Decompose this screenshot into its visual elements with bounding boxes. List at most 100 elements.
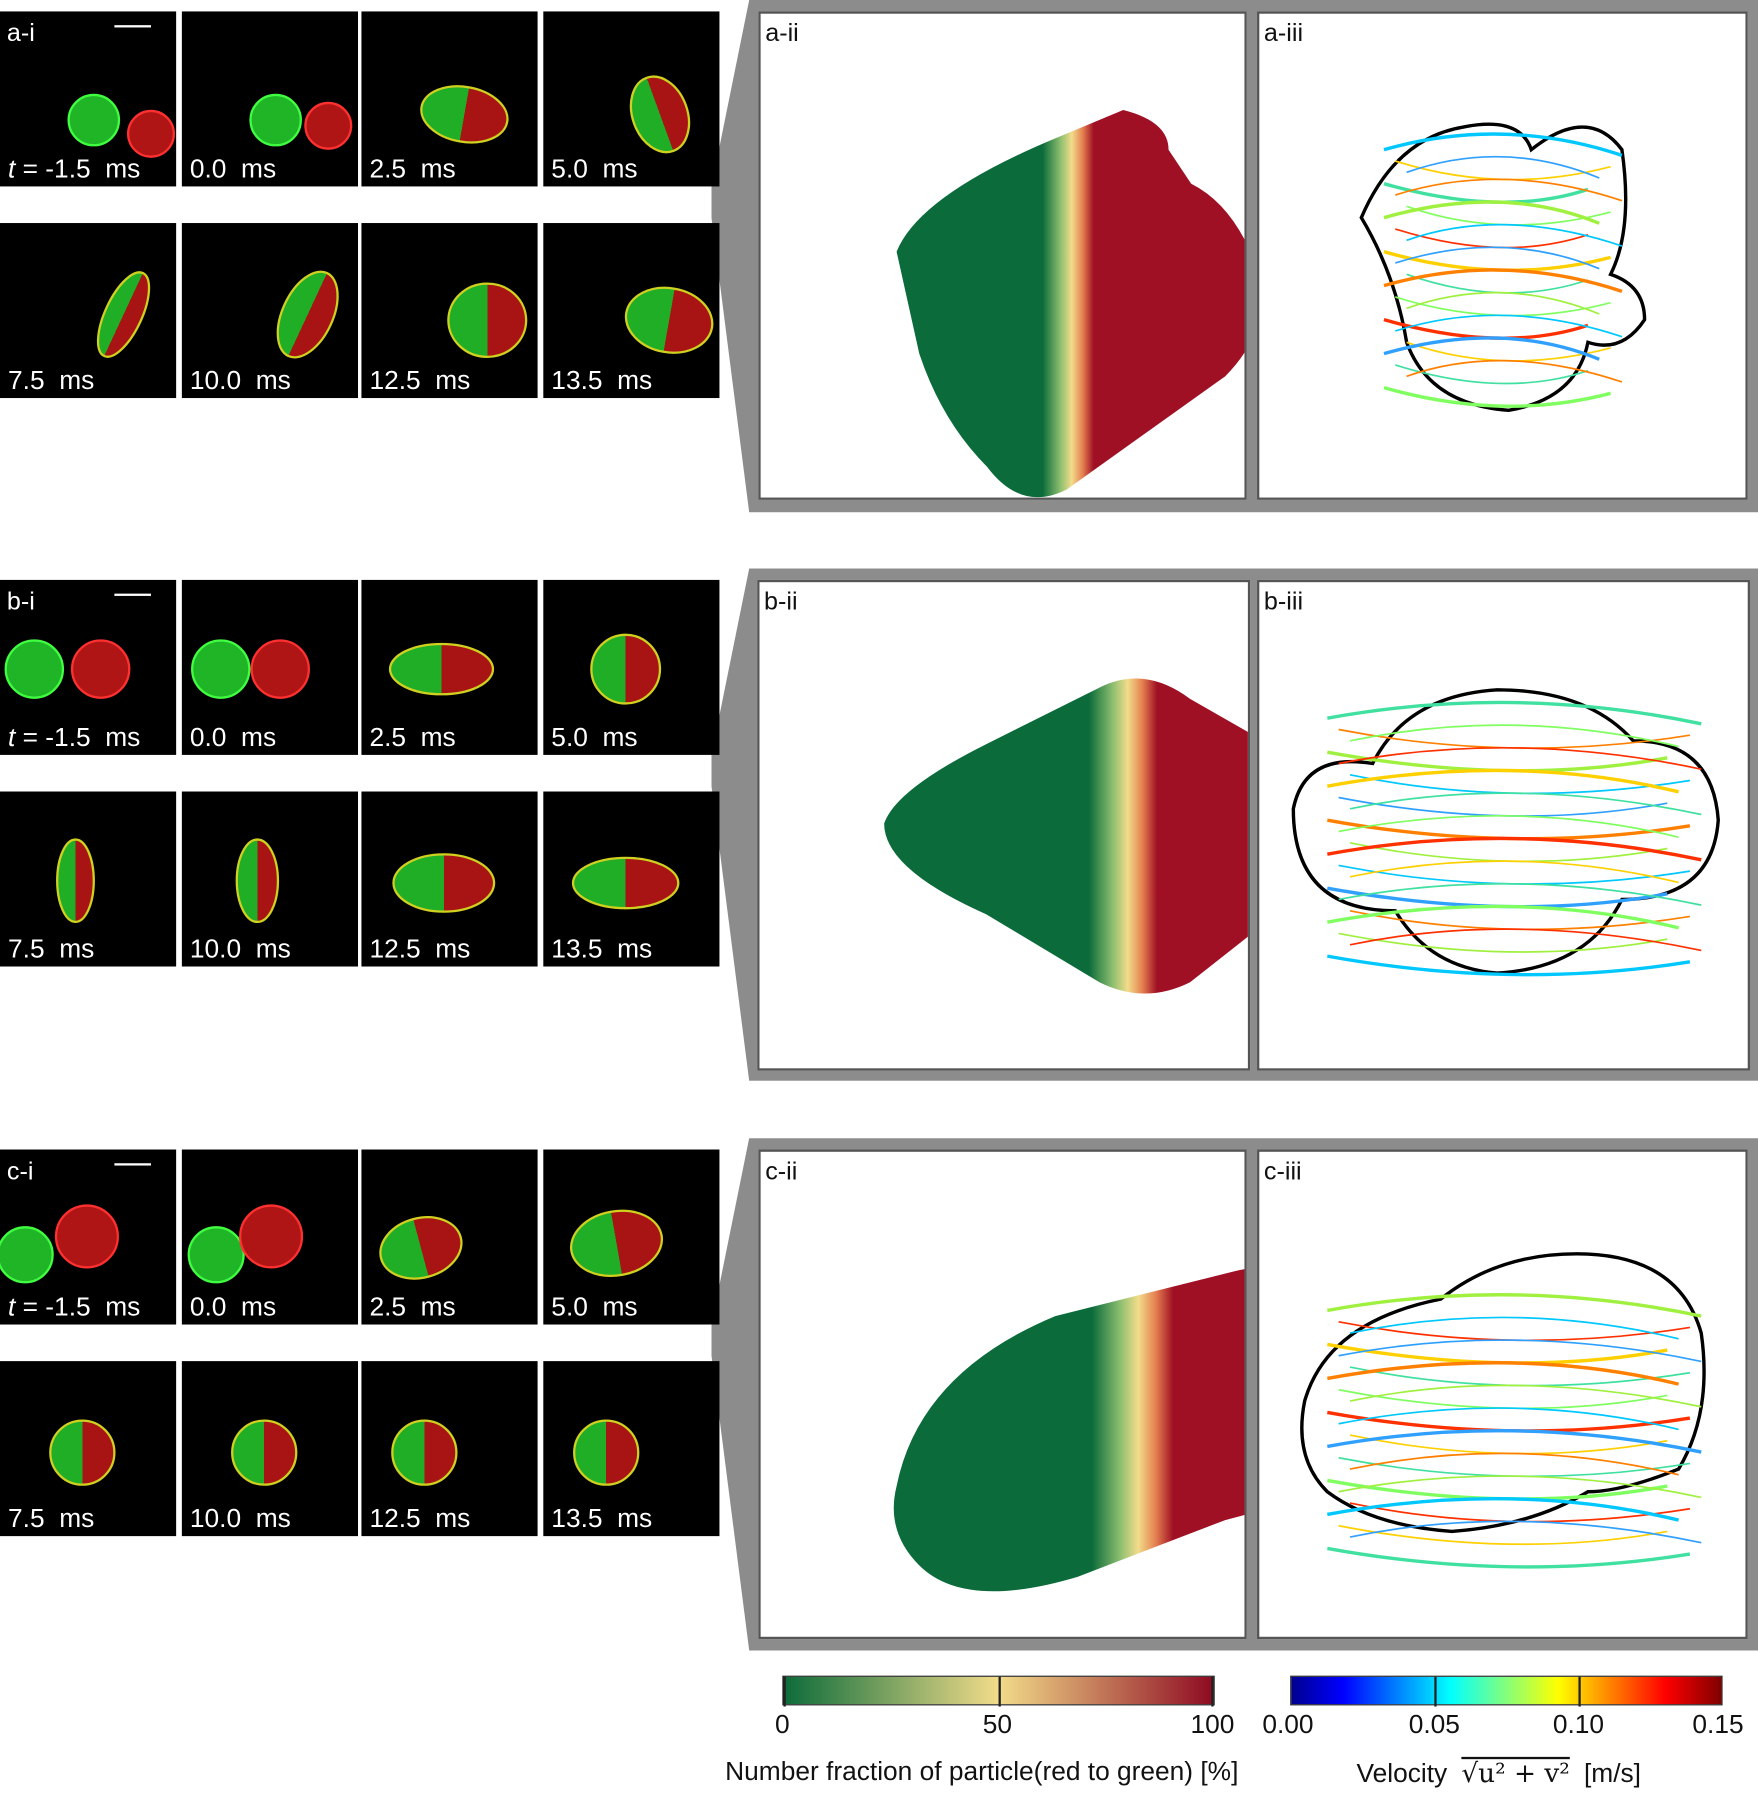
- droplet: [250, 639, 310, 699]
- panel-label: b-ii: [764, 586, 798, 616]
- droplet-image: [569, 1209, 664, 1277]
- fraction-colorbar: [782, 1675, 1215, 1707]
- droplet-outline: [1359, 122, 1647, 413]
- microscopy-frame: 7.5 ms: [0, 1361, 177, 1537]
- time-label: 0.0 ms: [190, 722, 276, 753]
- droplet-image: [67, 93, 176, 158]
- time-label: 13.5 ms: [551, 1503, 652, 1534]
- streamline: [1406, 155, 1600, 179]
- microscopy-frame: 2.5 ms: [361, 579, 538, 755]
- streamline: [1338, 1407, 1679, 1431]
- panel-label: c-ii: [765, 1156, 798, 1185]
- time-label: 7.5 ms: [8, 1503, 94, 1534]
- streamline: [1406, 291, 1600, 315]
- microscopy-frame: 13.5 ms: [543, 791, 720, 967]
- velocity-formula: √u² + v²: [1461, 1759, 1570, 1789]
- microscopy-frame: b-i t = -1.5 ms: [0, 579, 177, 755]
- microscopy-frame: 10.0 ms: [181, 791, 359, 967]
- streamline: [1327, 818, 1691, 841]
- panel-label: a-iii: [1263, 18, 1304, 47]
- droplet-image: [4, 639, 131, 699]
- streamline: [1338, 882, 1702, 906]
- streamline: [1327, 954, 1691, 977]
- streamline: [1395, 314, 1623, 338]
- droplet-image: [49, 1419, 116, 1486]
- droplet-image: [629, 75, 691, 154]
- microscopy-frame: 13.5 ms: [543, 1361, 720, 1537]
- droplet: [67, 93, 121, 147]
- droplet-image: [571, 856, 680, 910]
- time-label: t = -1.5 ms: [8, 722, 140, 753]
- droplet: [70, 639, 131, 699]
- fraction-colorbar-title: Number fraction of particle(red to green…: [725, 1755, 1239, 1786]
- streamline: [1338, 728, 1691, 749]
- time-label: 7.5 ms: [8, 365, 94, 396]
- velocity-colorbar-title: Velocity √u² + v² [m/s]: [1357, 1758, 1641, 1789]
- time-value: = -1.5 ms: [22, 721, 141, 752]
- streamline: [1349, 792, 1702, 816]
- microscopy-frame: 5.0 ms: [543, 1149, 720, 1325]
- droplet: [391, 1419, 458, 1486]
- droplet: [4, 639, 65, 699]
- microscopy-frame: 0.0 ms: [181, 1149, 359, 1325]
- droplet: [239, 1204, 304, 1269]
- streamline: [1383, 200, 1600, 225]
- droplet-image: [590, 633, 662, 705]
- streamline: [1338, 814, 1679, 838]
- time-value: 10.0 ms: [189, 1502, 291, 1533]
- velocity-streamline-panel: a-iii: [1257, 11, 1748, 500]
- droplet-image: [392, 853, 496, 913]
- streamline: [1327, 1293, 1702, 1318]
- fraction-tick: 50: [982, 1708, 1013, 1739]
- streamline: [1338, 1524, 1668, 1546]
- time-value: 7.5 ms: [8, 364, 95, 395]
- time-label: 10.0 ms: [190, 365, 291, 396]
- time-value: 12.5 ms: [369, 933, 471, 964]
- droplet: [96, 271, 151, 358]
- time-label: 5.0 ms: [551, 153, 637, 184]
- time-value: 13.5 ms: [551, 933, 653, 964]
- time-variable: t: [8, 1291, 16, 1322]
- scale-bar: [114, 25, 151, 28]
- droplet-image: [249, 93, 353, 150]
- streamline: [1383, 268, 1623, 293]
- streamline: [1349, 860, 1679, 884]
- droplet: [624, 286, 714, 354]
- streamline: [1327, 1546, 1691, 1569]
- droplet: [187, 1226, 245, 1284]
- streamline: [1338, 1339, 1702, 1363]
- time-label: 5.0 ms: [551, 722, 637, 753]
- fraction-tick: 0: [775, 1708, 790, 1739]
- droplet: [276, 270, 339, 359]
- particle-fraction-panel: a-ii: [758, 11, 1247, 500]
- time-value: 2.5 ms: [369, 1291, 456, 1322]
- time-label: t = -1.5 ms: [8, 1291, 140, 1322]
- streamline: [1327, 1361, 1679, 1386]
- time-value: 2.5 ms: [369, 721, 456, 752]
- microscopy-frame: 10.0 ms: [181, 1361, 359, 1537]
- streamline: [1383, 336, 1600, 361]
- time-value: 10.0 ms: [189, 364, 291, 395]
- droplet: [49, 1419, 116, 1486]
- droplet-image: [96, 271, 151, 358]
- time-label: 0.0 ms: [190, 153, 276, 184]
- panel-label: a-ii: [765, 18, 799, 47]
- droplet-fraction-region: [896, 110, 1245, 498]
- particle-fraction-panel: c-ii: [758, 1149, 1247, 1640]
- streamline: [1395, 178, 1623, 202]
- time-label: 0.0 ms: [190, 1291, 276, 1322]
- droplet: [379, 1216, 463, 1280]
- microscopy-frame: 10.0 ms: [181, 223, 359, 399]
- droplet-image: [0, 1204, 119, 1284]
- droplet-fraction-region: [884, 678, 1248, 994]
- droplet: [571, 856, 680, 910]
- time-label: 13.5 ms: [551, 933, 652, 964]
- time-label: 5.0 ms: [551, 1291, 637, 1322]
- panel-label: b-i: [6, 586, 35, 616]
- droplet: [388, 642, 495, 696]
- time-value: 7.5 ms: [8, 1502, 95, 1533]
- time-variable: t: [8, 153, 16, 184]
- droplet: [249, 93, 302, 147]
- microscopy-frame: 12.5 ms: [361, 791, 538, 967]
